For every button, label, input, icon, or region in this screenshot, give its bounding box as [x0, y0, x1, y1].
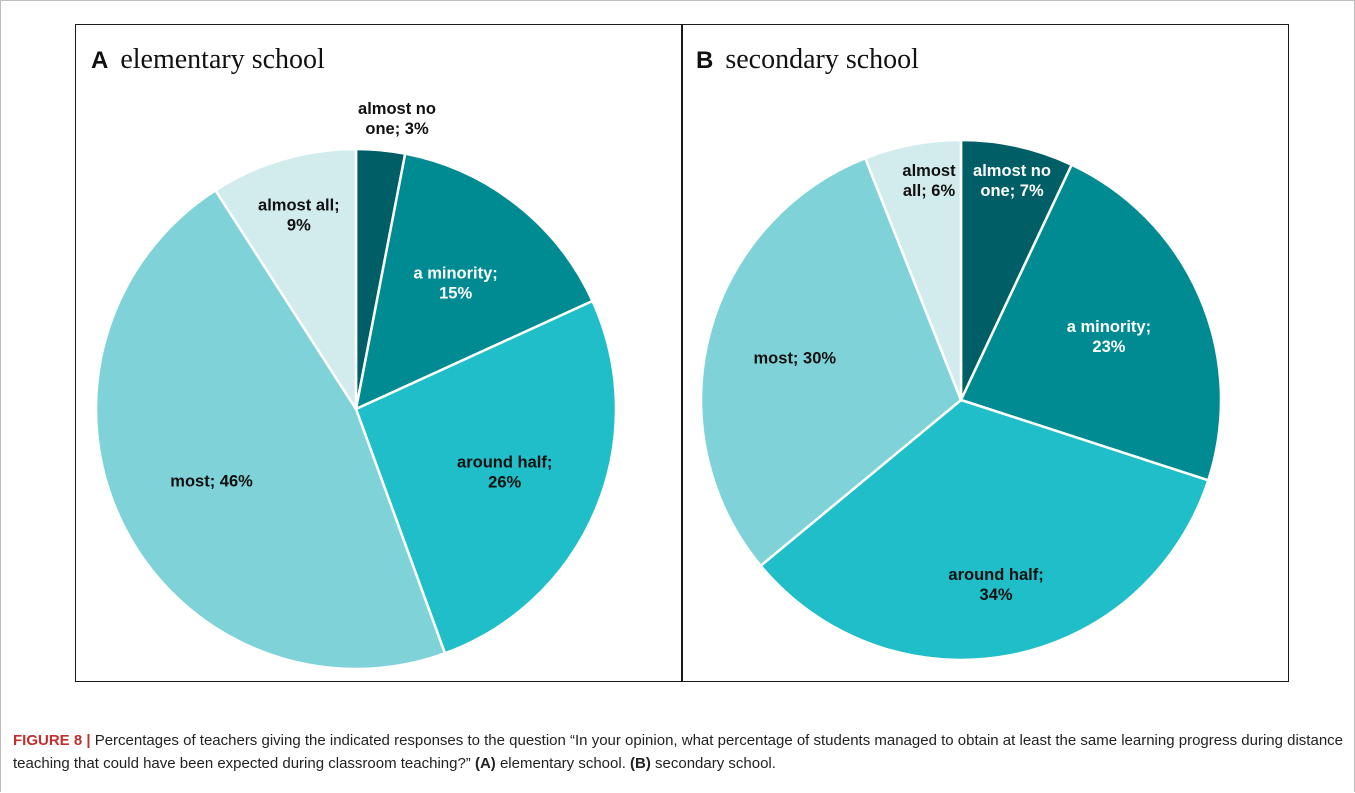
pie-label-line: 23% [1092, 338, 1125, 356]
pie-label-a-minority: a minority; 23% [1067, 318, 1151, 356]
panel-b-heading: B secondary school [696, 44, 919, 76]
pie-label-line: most; 30% [754, 349, 837, 367]
pie-label-line: all; 6% [903, 182, 956, 200]
pie-chart-elementary: almost no one; 3% a minority; 15% around hal… [94, 100, 618, 671]
pie-slice-around-half [758, 398, 1210, 662]
caption-text-1: Percentages of teachers giving the indic… [13, 732, 1344, 772]
panel-a-letter: A [91, 47, 109, 74]
pie-label-line: almost [902, 162, 956, 180]
figure-caption: FIGURE 8 | Percentages of teachers givin… [13, 729, 1343, 775]
panel-a-title: elementary school [120, 44, 325, 75]
pie-slice-almost-no-one [959, 138, 1074, 401]
panel-a-heading: A elementary school [91, 44, 325, 76]
pie-label-line: around half; [457, 453, 552, 471]
pie-label-around-half: around half; 26% [457, 453, 552, 491]
pie-slice-a-minority [959, 163, 1223, 482]
pie-label-line: one; 7% [980, 182, 1044, 200]
pie-label-line: a minority; [413, 264, 497, 282]
pie-label-line: 26% [488, 473, 521, 491]
pie-label-line: 34% [980, 586, 1013, 604]
pie-label-line: a minority; [1067, 318, 1151, 336]
pie-chart-secondary: almost no one; 7% a minority; 23% around hal… [699, 138, 1223, 662]
pie-label-almost-no-one: almost no one; 3% [358, 100, 436, 138]
pie-label-most: most; 46% [170, 473, 253, 491]
pie-label-a-minority: a minority; 15% [413, 264, 497, 302]
caption-label: FIGURE 8 | [13, 732, 91, 749]
caption-ref-a: (A) [474, 755, 496, 772]
pie-slice-most [699, 156, 963, 568]
pie-label-line: almost no [358, 100, 436, 118]
caption-ref-b: (B) [630, 755, 651, 772]
panel-b-title: secondary school [725, 44, 919, 75]
pie-slice-almost-all [863, 138, 963, 401]
pie-slice-most [94, 188, 447, 671]
panel-b-letter: B [696, 47, 714, 74]
pie-slice-a-minority [354, 152, 595, 412]
pie-label-line: around half; [948, 566, 1043, 584]
pie-label-line: almost all; [258, 196, 340, 214]
pie-label-around-half: around half; 34% [948, 566, 1043, 604]
pie-label-line: 9% [287, 216, 311, 234]
pie-label-line: almost no [973, 162, 1051, 180]
caption-text-3: secondary school. [650, 755, 776, 772]
pie-label-almost-no-one: almost no one; 7% [973, 162, 1051, 200]
caption-text-2: elementary school. [495, 755, 631, 772]
pie-label-most: most; 30% [754, 349, 837, 367]
pie-label-line: most; 46% [170, 473, 253, 491]
pie-label-line: 15% [439, 284, 472, 302]
pie-slice-almost-all [213, 147, 358, 414]
pie-label-almost-all: almost all; 9% [258, 196, 340, 234]
pie-label-line: one; 3% [365, 120, 429, 138]
panel-divider [681, 24, 683, 682]
pie-slice-around-half [354, 299, 618, 655]
pie-label-almost-all: almost all; 6% [902, 162, 956, 200]
